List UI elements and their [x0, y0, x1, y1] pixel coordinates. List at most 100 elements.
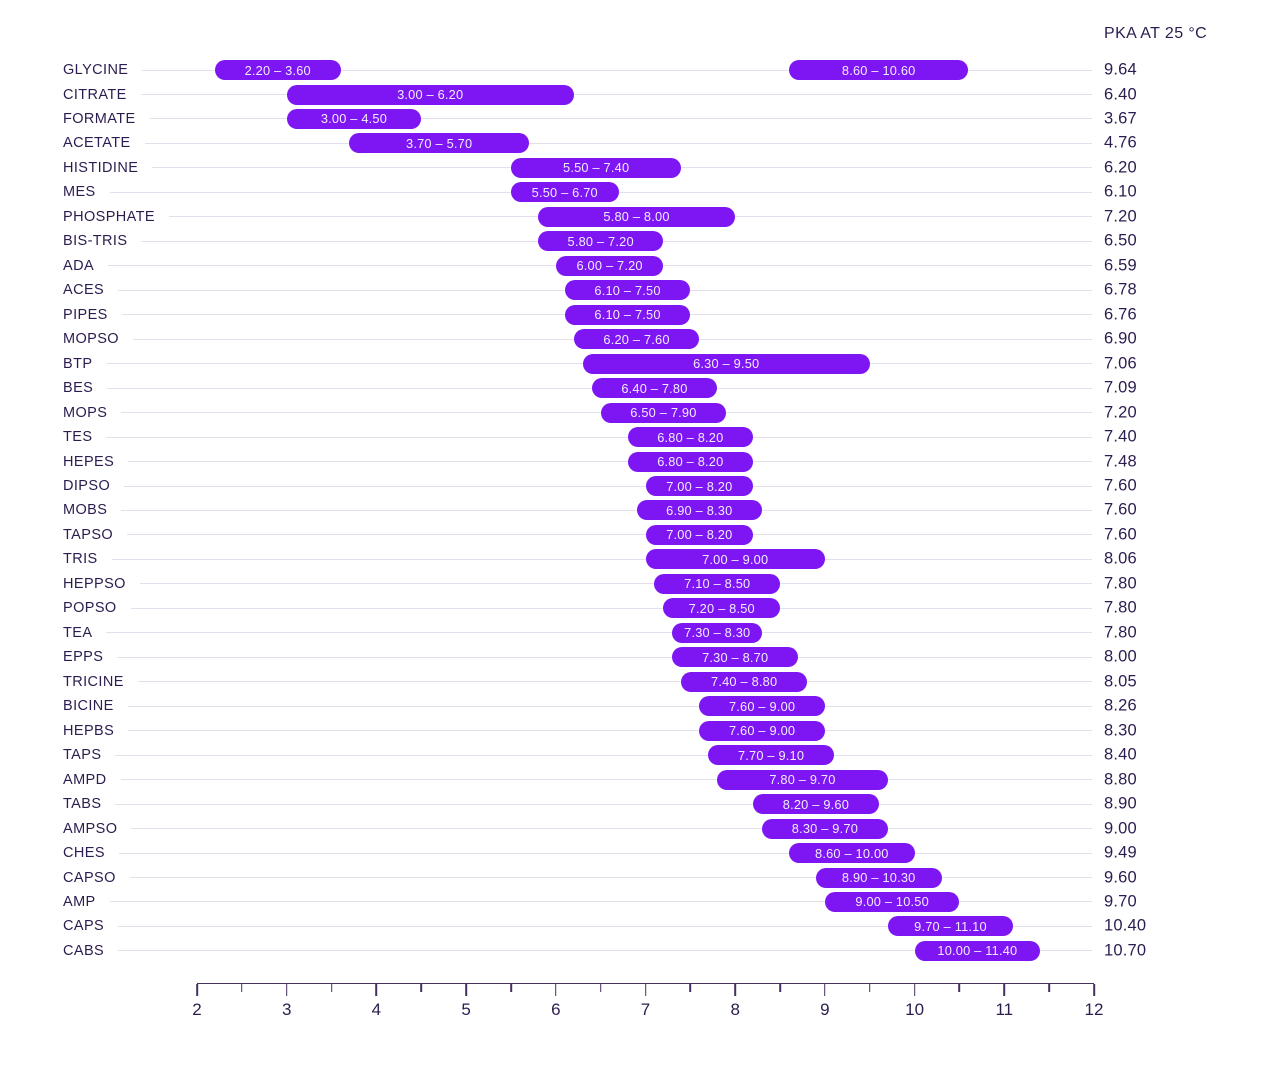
chart-row: TAPSO 7.60 7.00 – 8.20: [0, 523, 1280, 547]
ph-range-bar: 7.00 – 8.20: [645, 524, 754, 545]
buffer-name-label: TRICINE: [63, 673, 124, 690]
ph-range-bar: 7.80 – 9.70: [717, 769, 888, 790]
x-axis-tick-label: 3: [281, 1000, 292, 1019]
pka-value: 7.48: [1104, 452, 1137, 471]
ph-range-bar: 6.90 – 8.30: [636, 500, 763, 521]
ph-range-label: 7.60 – 9.00: [728, 723, 796, 739]
ph-range-label: 8.30 – 9.70: [791, 821, 859, 837]
buffer-name-label: POPSO: [63, 600, 117, 617]
chart-row: EPPS 8.00 7.30 – 8.70: [0, 645, 1280, 669]
x-axis-major-tick: [554, 984, 557, 996]
row-track-line: [140, 94, 1092, 95]
pka-value: 7.60: [1104, 525, 1137, 544]
buffer-name-label: TAPS: [63, 747, 102, 764]
pka-value: 6.90: [1104, 329, 1137, 348]
ph-range-bar: 5.80 – 8.00: [537, 206, 736, 227]
ph-range-label: 6.10 – 7.50: [594, 307, 661, 323]
ph-range-bar: 8.30 – 9.70: [762, 818, 888, 839]
chart-row: MOBS 7.60 6.90 – 8.30: [0, 498, 1280, 522]
ph-range-bar: 7.10 – 8.50: [654, 573, 781, 594]
row-track-line: [124, 485, 1092, 487]
row-track-line: [137, 681, 1092, 683]
row-track-line: [115, 754, 1092, 756]
chart-rows: GLYCINE 9.64 2.20 – 3.60 8.60 – 10.60 CIT…: [0, 58, 1280, 963]
ph-range-bar: 7.60 – 9.00: [699, 696, 825, 717]
buffer-name-label: BES: [63, 380, 94, 397]
buffer-name-label: HEPES: [63, 453, 115, 470]
ph-range-bar: 6.10 – 7.50: [564, 304, 691, 325]
x-axis-minor-tick: [510, 984, 512, 992]
ph-range-bar: 5.50 – 6.70: [510, 182, 619, 203]
buffer-name-label: BICINE: [63, 698, 114, 715]
pka-value: 6.59: [1104, 256, 1137, 275]
pka-value: 8.40: [1104, 745, 1137, 764]
buffer-name-label: CAPS: [63, 918, 105, 935]
buffer-name-label: MOPSO: [63, 331, 119, 348]
x-axis-minor-tick: [241, 984, 243, 992]
buffer-name-label: TES: [63, 429, 93, 446]
pka-value: 8.00: [1104, 647, 1137, 666]
pka-value: 9.49: [1104, 843, 1137, 862]
chart-row: ACETATE 4.76 3.70 – 5.70: [0, 131, 1280, 155]
buffer-name-label: TRIS: [63, 551, 98, 568]
ph-range-label: 7.00 – 8.20: [666, 527, 733, 543]
buffer-name-label: HEPBS: [63, 722, 115, 739]
buffer-name-label: CHES: [63, 845, 105, 862]
ph-range-label: 7.30 – 8.70: [702, 649, 769, 665]
pka-value: 9.70: [1104, 892, 1137, 911]
ph-range-bar: 6.50 – 7.90: [600, 402, 727, 423]
buffer-name-label: AMP: [63, 893, 96, 910]
ph-range-label: 7.80 – 9.70: [769, 772, 836, 788]
pka-value: 3.67: [1104, 109, 1137, 128]
buffer-name-label: MES: [63, 184, 96, 201]
buffer-name-label: DIPSO: [63, 478, 111, 494]
x-axis-major-tick: [1003, 984, 1006, 996]
ph-range-label: 8.60 – 10.00: [815, 845, 889, 861]
chart-row: HEPBS 8.30 7.60 – 9.00: [0, 718, 1280, 742]
ph-range-bar: 7.30 – 8.70: [672, 647, 798, 668]
buffer-name-label: MOPS: [63, 404, 108, 421]
pka-column-header: PKA AT 25 °C: [1104, 25, 1208, 42]
buffer-name-label: ACETATE: [63, 135, 131, 152]
row-track-line: [120, 779, 1092, 781]
x-axis-major-tick: [734, 984, 736, 996]
chart-row: MOPS 7.20 6.50 – 7.90: [0, 400, 1280, 424]
pka-value: 10.70: [1104, 941, 1147, 960]
row-track-line: [106, 436, 1092, 438]
x-axis-tick-label: 9: [820, 1000, 830, 1019]
chart-row: ADA 6.59 6.00 – 7.20: [0, 254, 1280, 278]
ph-range-bar: 8.90 – 10.30: [815, 867, 942, 888]
chart-row: AMP 9.70 9.00 – 10.50: [0, 890, 1280, 914]
pka-value: 6.20: [1104, 158, 1137, 177]
chart-row: PIPES 6.76 6.10 – 7.50: [0, 302, 1280, 326]
row-track-line: [118, 950, 1092, 952]
row-track-line: [118, 852, 1092, 854]
x-axis-tick-label: 11: [995, 1000, 1014, 1019]
ph-range-bar: 7.70 – 9.10: [708, 745, 834, 766]
chart-row: BES 7.09 6.40 – 7.80: [0, 376, 1280, 400]
chart-row: CAPSO 9.60 8.90 – 10.30: [0, 865, 1280, 889]
ph-range-label: 7.10 – 8.50: [684, 576, 751, 592]
ph-range-label: 6.20 – 7.60: [603, 331, 670, 347]
pka-value: 7.60: [1104, 476, 1137, 495]
x-axis-major-tick: [375, 984, 378, 996]
row-track-line: [130, 607, 1092, 609]
ph-range-label: 6.30 – 9.50: [693, 356, 760, 372]
ph-range-label: 8.20 – 9.60: [782, 796, 850, 812]
chart-row: BICINE 8.26 7.60 – 9.00: [0, 694, 1280, 718]
ph-range-bar: 9.00 – 10.50: [824, 891, 960, 912]
ph-range-bar: 8.20 – 9.60: [753, 794, 879, 815]
ph-range-label: 6.10 – 7.50: [594, 282, 661, 298]
chart-row: TES 7.40 6.80 – 8.20: [0, 425, 1280, 449]
buffer-name-label: GLYCINE: [63, 62, 129, 79]
x-axis-minor-tick: [599, 984, 602, 992]
pka-value: 6.78: [1104, 280, 1137, 299]
x-axis-tick-label: 4: [371, 1000, 382, 1019]
x-axis-minor-tick: [330, 984, 333, 992]
ph-range-bar: 7.20 – 8.50: [663, 598, 781, 619]
ph-range-label: 7.00 – 8.20: [666, 478, 733, 494]
buffer-name-label: AMPD: [63, 771, 107, 788]
ph-range-label: 8.60 – 10.60: [841, 62, 916, 78]
ph-range-label: 5.50 – 7.40: [563, 160, 630, 176]
buffer-name-label: CAPSO: [63, 869, 116, 886]
